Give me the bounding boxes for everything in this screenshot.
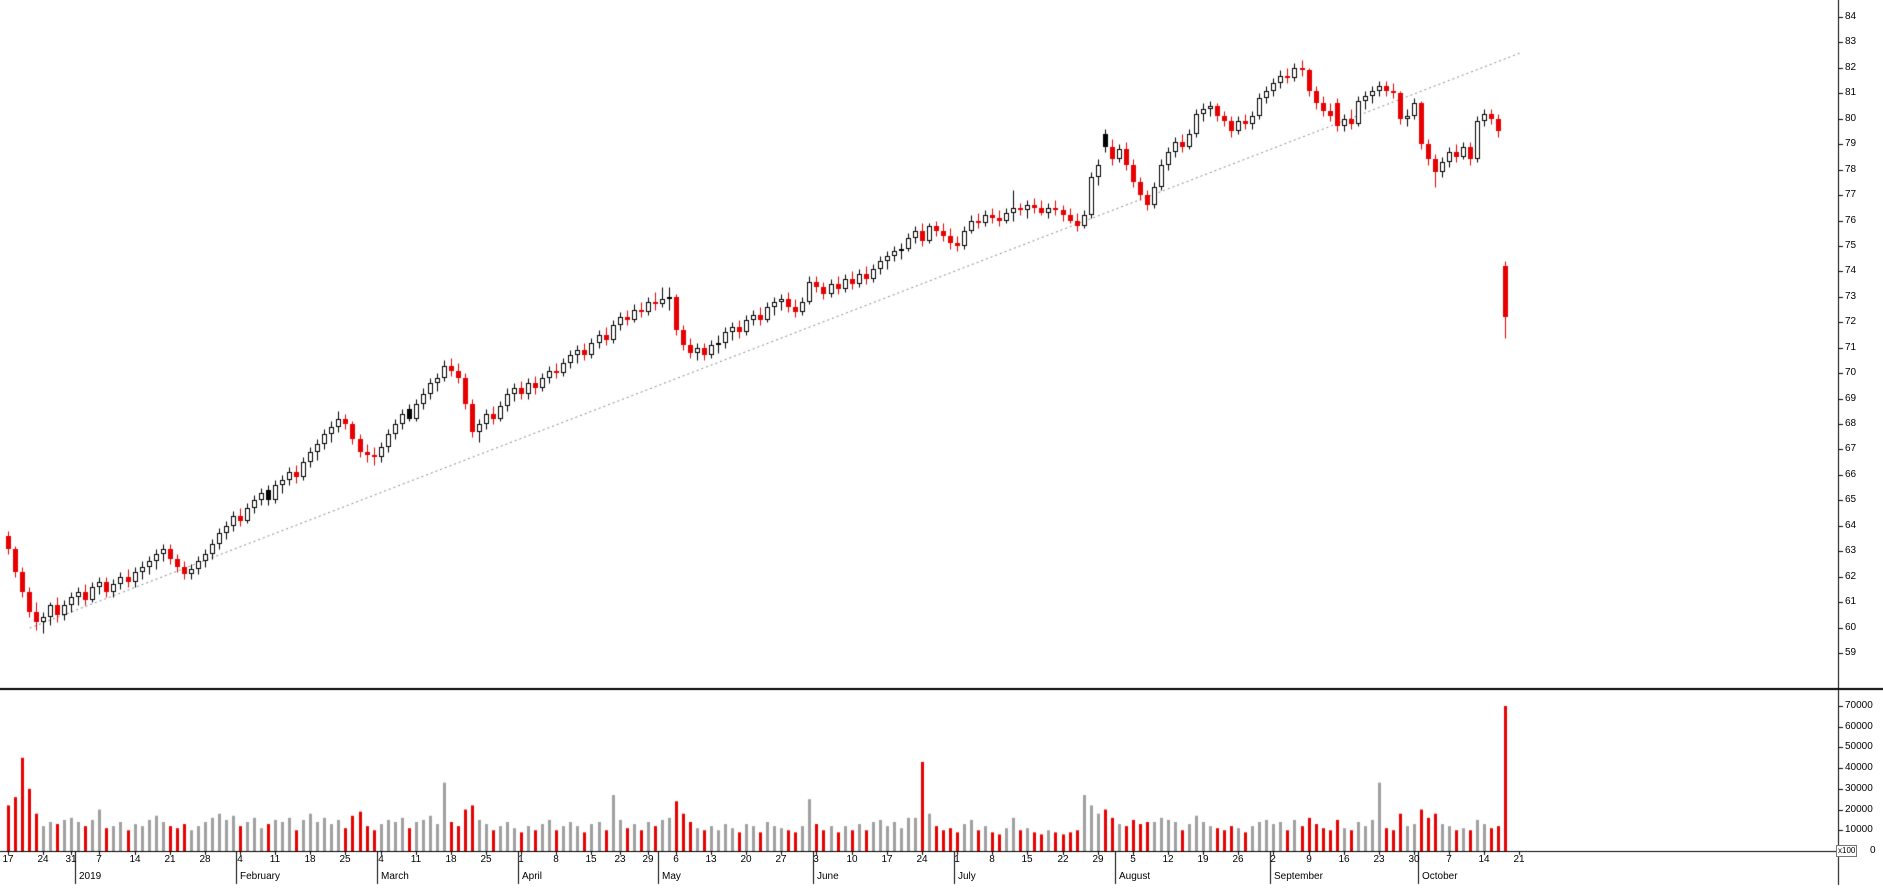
date-axis-label: 6 <box>673 854 679 865</box>
price-axis-tick-label: 69 <box>1845 393 1857 404</box>
price-axis-tick-label: 76 <box>1845 215 1857 226</box>
date-axis-label: 24 <box>916 854 928 865</box>
date-axis-label: 11 <box>410 854 422 865</box>
month-axis-label: August <box>1119 871 1151 882</box>
date-axis-label: 5 <box>1130 854 1136 865</box>
date-axis-label: 1 <box>954 854 960 865</box>
price-axis-tick-label: 70 <box>1845 367 1857 378</box>
month-axis-label: June <box>817 871 839 882</box>
date-axis-label: 21 <box>164 854 176 865</box>
price-axis-tick-label: 81 <box>1845 87 1857 98</box>
date-axis-label: 23 <box>1373 854 1385 865</box>
month-axis-label: February <box>240 871 281 882</box>
price-axis-tick-label: 80 <box>1845 113 1857 124</box>
month-axis-label: September <box>1274 871 1323 882</box>
date-axis-label: 13 <box>705 854 717 865</box>
date-axis-label: 8 <box>553 854 559 865</box>
date-axis-label: 16 <box>1338 854 1350 865</box>
date-axis-label: 19 <box>1197 854 1209 865</box>
volume-axis-tick-label: 10000 <box>1845 824 1873 835</box>
date-axis-label: 14 <box>1478 854 1490 865</box>
volume-axis-tick-label: 70000 <box>1845 700 1873 711</box>
price-axis-tick-label: 60 <box>1845 622 1857 633</box>
date-axis-label: 25 <box>480 854 492 865</box>
price-axis-tick-label: 71 <box>1845 342 1857 353</box>
volume-axis-tick-label: 60000 <box>1845 721 1873 732</box>
date-axis-label: 20 <box>740 854 752 865</box>
date-axis-label: 21 <box>1513 854 1525 865</box>
month-axis-label: May <box>662 871 681 882</box>
date-axis-label: 18 <box>445 854 457 865</box>
volume-axis-tick-label: 40000 <box>1845 762 1873 773</box>
date-axis-label: 27 <box>775 854 787 865</box>
price-axis-tick-label: 75 <box>1845 240 1857 251</box>
price-axis-tick-label: 61 <box>1845 596 1857 607</box>
date-axis-label: 28 <box>199 854 211 865</box>
date-axis-label: 25 <box>339 854 351 865</box>
price-axis-tick-label: 59 <box>1845 647 1857 658</box>
price-axis-tick-label: 82 <box>1845 62 1857 73</box>
month-axis-label: July <box>958 871 976 882</box>
price-axis-tick-label: 73 <box>1845 291 1857 302</box>
price-axis-tick-label: 65 <box>1845 494 1857 505</box>
date-axis-label: 7 <box>1446 854 1452 865</box>
date-axis-label: 22 <box>1057 854 1069 865</box>
date-axis-label: 30 <box>1408 854 1420 865</box>
date-axis-label: 8 <box>989 854 995 865</box>
date-axis-label: 14 <box>129 854 141 865</box>
date-axis-label: 2 <box>1270 854 1276 865</box>
month-axis-label: April <box>522 871 543 882</box>
date-axis-label: 17 <box>881 854 893 865</box>
price-axis-tick-label: 67 <box>1845 443 1857 454</box>
date-axis-label: 9 <box>1306 854 1312 865</box>
price-axis-tick-label: 72 <box>1845 316 1857 327</box>
price-axis-tick-label: 79 <box>1845 138 1857 149</box>
price-axis-tick-label: 62 <box>1845 571 1857 582</box>
date-axis-label: 12 <box>1162 854 1174 865</box>
date-axis-label: 31 <box>65 854 77 865</box>
date-axis-label: 17 <box>2 854 14 865</box>
date-axis-label: 23 <box>614 854 626 865</box>
price-axis-tick-label: 68 <box>1845 418 1857 429</box>
price-axis-tick-label: 84 <box>1845 11 1857 22</box>
date-axis-label: 15 <box>585 854 597 865</box>
volume-axis-tick-label: 30000 <box>1845 783 1873 794</box>
volume-zero-tick-label: 0 <box>1870 845 1876 856</box>
price-axis-tick-label: 83 <box>1845 36 1857 47</box>
volume-axis-tick-label: 50000 <box>1845 741 1873 752</box>
price-axis-tick-label: 77 <box>1845 189 1857 200</box>
date-axis-label: 11 <box>269 854 281 865</box>
date-axis-label: 3 <box>813 854 819 865</box>
date-axis-label: 29 <box>1092 854 1104 865</box>
date-axis-label: 10 <box>846 854 858 865</box>
date-axis-label: 18 <box>304 854 316 865</box>
month-axis-label: March <box>381 871 409 882</box>
volume-axis-tick-label: 20000 <box>1845 804 1873 815</box>
price-axis-tick-label: 66 <box>1845 469 1857 480</box>
date-axis-label: 4 <box>237 854 243 865</box>
date-axis-label: 24 <box>37 854 49 865</box>
volume-unit-label: x100 <box>1836 845 1858 857</box>
date-axis-label: 26 <box>1232 854 1244 865</box>
date-axis-label: 7 <box>96 854 102 865</box>
price-axis-tick-label: 64 <box>1845 520 1857 531</box>
price-axis-tick-label: 63 <box>1845 545 1857 556</box>
month-axis-label: October <box>1422 871 1458 882</box>
date-axis-label: 4 <box>378 854 384 865</box>
date-axis-label: 15 <box>1021 854 1033 865</box>
price-axis-tick-label: 78 <box>1845 164 1857 175</box>
date-axis-label: 29 <box>642 854 654 865</box>
price-axis-tick-label: 74 <box>1845 265 1857 276</box>
date-axis-label: 1 <box>518 854 524 865</box>
month-axis-label: 2019 <box>79 871 102 882</box>
